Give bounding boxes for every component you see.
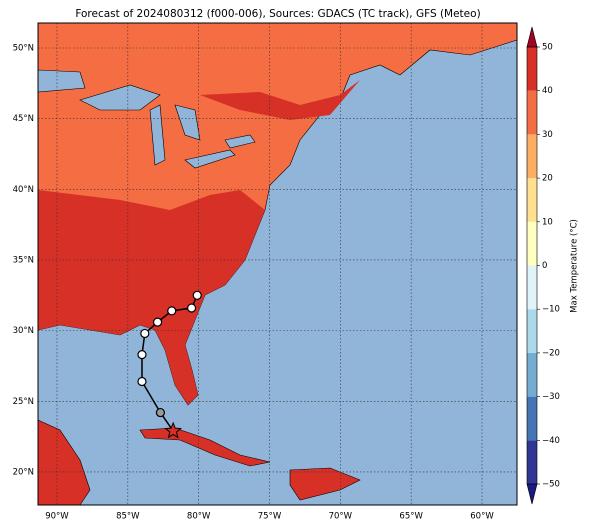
track-point [186,303,197,313]
track-point [164,421,183,439]
colorbar-tick-label: −30 [542,392,560,402]
colorbar-tick-label: 40 [542,86,553,96]
map [37,22,518,506]
title: Forecast of 2024080312 (f000-006), Sourc… [75,8,480,20]
track-point [192,290,202,300]
y-tick-label: 50°N [13,44,34,54]
x-tick-label: 85°W [116,512,140,522]
y-tick-label: 40°N [13,185,34,195]
colorbar-segment [527,352,537,397]
colorbar-tick-label: 30 [542,130,553,140]
track-point [137,376,147,387]
track-point [137,350,147,360]
x-tick-label: 80°W [187,512,211,522]
colorbar-segment [527,47,537,91]
y-tick-label: 25°N [13,397,34,407]
x-tick-label: 70°W [329,512,353,522]
track-point [140,328,150,339]
colorbar-segment [527,134,537,179]
y-tick-label: 35°N [13,255,34,265]
colorbar-tick-label: 0 [542,261,547,271]
colorbar-segment [527,396,537,441]
colorbar-tick-label: −20 [542,348,560,358]
hispaniola [289,467,361,501]
y-tick-label: 20°N [13,467,34,477]
y-tick-label: 45°N [13,114,34,124]
colorbar-tick-label: −10 [542,305,560,315]
colorbar-segment [527,90,537,135]
x-tick-label: 75°W [258,512,282,522]
colorbar-tick-label: −40 [542,436,560,446]
track-point [152,317,163,327]
colorbar-tick-label: −50 [542,480,560,490]
x-tick-label: 65°W [399,512,423,522]
track-point [167,306,177,316]
colorbar-tick-label: 50 [542,43,553,53]
cuba [139,427,271,467]
colorbar-segment [527,440,537,484]
track-point [155,407,166,418]
y-tick-label: 30°N [13,326,34,336]
hot-region [38,190,265,405]
colorbar-label: Max Temperature (°C) [570,219,580,313]
lakes [37,69,256,169]
hot-region [200,80,360,120]
colorbar-segment [527,309,537,353]
colorbar-segment [527,221,537,266]
colorbar-segment [527,265,537,310]
frame [37,22,518,506]
colorbar-tick-label: 20 [542,174,553,184]
x-tick-label: 60°W [470,512,494,522]
colorbar-extend [526,26,538,48]
colorbar-segment [527,178,537,222]
x-tick-label: 90°W [45,512,69,522]
colorbar-extend [526,483,538,505]
colorbar-tick-label: 10 [542,217,553,227]
